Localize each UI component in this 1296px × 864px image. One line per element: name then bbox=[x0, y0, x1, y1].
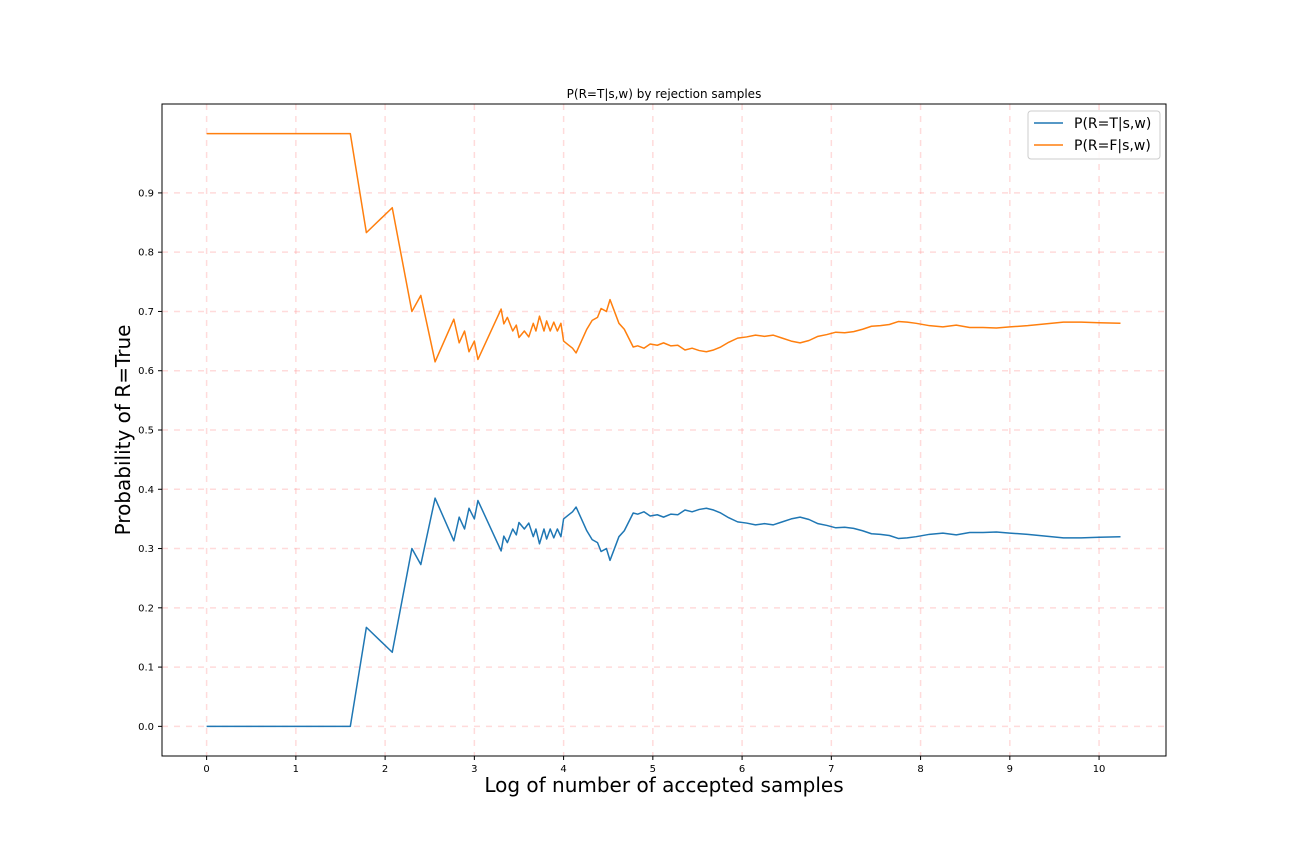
x-tick-label: 3 bbox=[471, 764, 477, 775]
y-tick-label: 0.0 bbox=[138, 722, 154, 733]
x-tick-label: 1 bbox=[293, 764, 299, 775]
y-tick-label: 0.1 bbox=[138, 663, 154, 674]
x-tick-label: 4 bbox=[560, 764, 566, 775]
x-tick-label: 9 bbox=[1007, 764, 1013, 775]
y-tick-label: 0.5 bbox=[138, 426, 154, 437]
grid-lines bbox=[162, 104, 1166, 756]
series-line-2 bbox=[206, 132, 1121, 363]
x-tick-label: 6 bbox=[739, 764, 745, 775]
x-axis: 0 1 2 3 4 5 6 7 8 9 10 bbox=[203, 756, 1105, 775]
x-tick-label: 0 bbox=[203, 764, 209, 775]
legend: P(R=T|s,w) P(R=F|s,w) bbox=[1027, 110, 1161, 160]
x-tick-label: 7 bbox=[828, 764, 834, 775]
y-tick-label: 0.8 bbox=[138, 248, 154, 259]
y-tick-label: 0.9 bbox=[138, 188, 154, 199]
x-axis-label: Log of number of accepted samples bbox=[484, 773, 843, 797]
chart-title: P(R=T|s,w) by rejection samples bbox=[567, 87, 762, 101]
x-tick-label: 5 bbox=[650, 764, 656, 775]
x-tick-label: 10 bbox=[1093, 764, 1106, 775]
series-lines bbox=[206, 132, 1121, 728]
y-tick-label: 0.7 bbox=[138, 307, 154, 318]
y-tick-label: 0.4 bbox=[138, 485, 154, 496]
x-tick-label: 8 bbox=[917, 764, 923, 775]
legend-label-series-2: P(R=F|s,w) bbox=[1074, 138, 1151, 154]
y-tick-label: 0.6 bbox=[138, 366, 154, 377]
x-tick-label: 2 bbox=[382, 764, 388, 775]
legend-label-series-1: P(R=T|s,w) bbox=[1074, 116, 1151, 132]
y-tick-label: 0.3 bbox=[138, 544, 154, 555]
series-line-1 bbox=[206, 497, 1121, 728]
y-axis: 0.0 0.1 0.2 0.3 0.4 0.5 0.6 0.7 0.8 0.9 bbox=[138, 188, 162, 733]
y-tick-label: 0.2 bbox=[138, 603, 154, 614]
y-axis-label: Probability of R=True bbox=[111, 325, 135, 536]
